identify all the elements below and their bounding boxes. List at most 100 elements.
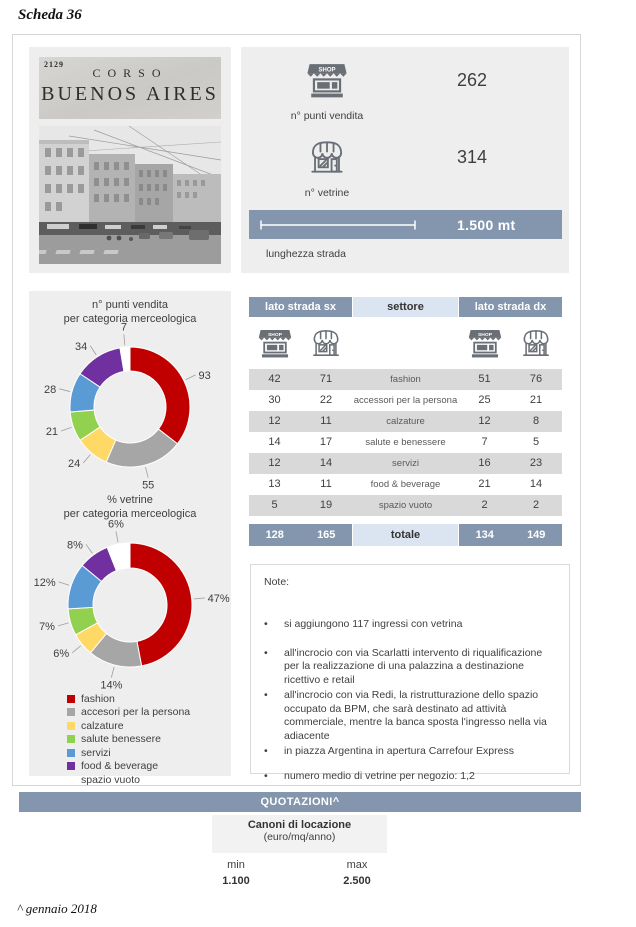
label-leader-line xyxy=(185,374,196,380)
cell: 2 xyxy=(481,499,488,511)
cell: 12 xyxy=(478,415,491,427)
label-leader-line xyxy=(85,544,93,554)
table-row: 30 22 accessori per la persona 25 21 xyxy=(249,390,562,411)
cell: 17 xyxy=(319,436,333,448)
donut-slice-label: 21 xyxy=(46,426,58,438)
cell: 5 xyxy=(532,436,540,448)
cell: 12 xyxy=(268,457,281,469)
legend-label: salute benessere xyxy=(81,733,161,746)
header-lato-dx: lato strada dx xyxy=(459,297,562,317)
header-settore: settore xyxy=(352,297,459,317)
donut-slice-label: 14% xyxy=(100,680,122,692)
shop-icon xyxy=(305,62,349,99)
label-leader-line xyxy=(123,333,126,345)
note-item: • numero medio di vetrine per negozio: 1… xyxy=(264,769,475,782)
shop-icon xyxy=(467,328,503,359)
note-item: • si aggiungono 117 ingressi con vetrina xyxy=(264,618,463,630)
page-title: Scheda 36 xyxy=(18,7,82,23)
cell: 76 xyxy=(529,373,543,385)
label-leader-line xyxy=(71,645,81,654)
legend-swatch xyxy=(67,694,75,703)
cell: 11 xyxy=(320,415,332,427)
legend-swatch xyxy=(67,762,75,771)
donut-slice-label: 55 xyxy=(142,479,154,491)
donut-slice-label: 6% xyxy=(108,519,124,531)
table-icons-row xyxy=(249,317,562,369)
table-row: 5 19 spazio vuoto 2 2 xyxy=(249,495,562,516)
note-item: • all'incrocio con via Redi, la ristrutt… xyxy=(264,689,547,742)
shop-icon xyxy=(257,328,293,359)
bullet-icon: • xyxy=(264,646,268,659)
note-item: • in piazza Argentina in apertura Carref… xyxy=(264,745,514,757)
legend-swatch xyxy=(67,775,75,784)
canoni-title: Canoni di locazione xyxy=(247,819,352,831)
street-sign-photo: 2129 CORSO BUENOS AIRES xyxy=(39,57,221,119)
total-dx: 134 149 xyxy=(459,524,562,546)
cell: 23 xyxy=(529,457,543,469)
bullet-icon: • xyxy=(264,769,268,782)
legend-item: spazio vuoto xyxy=(67,773,231,787)
cell: 12 xyxy=(268,415,281,427)
chart-title-vetrine: % vetrine per categoria merceologica xyxy=(63,493,197,520)
table-row: 12 11 calzature 12 8 xyxy=(249,411,562,432)
max-label: max xyxy=(346,859,368,871)
charts-panel: n° punti vendita per categoria merceolog… xyxy=(29,291,231,786)
label-leader-line xyxy=(60,426,72,432)
legend-label: fashion xyxy=(81,692,115,705)
note-item: • all'incrocio con via Scarlatti interve… xyxy=(264,646,543,686)
donut-slice-label: 7 xyxy=(121,321,127,333)
chart-legend: fashion accesori per la persona calzature s… xyxy=(67,692,231,787)
label-leader-line xyxy=(110,667,115,678)
vetrine-icon xyxy=(518,328,554,359)
cell: 21 xyxy=(529,394,543,406)
legend-item: food & beverage xyxy=(67,760,231,774)
cell: 25 xyxy=(478,394,491,406)
canoni-subtitle: (euro/mq/anno) xyxy=(263,831,336,843)
label-leader-line xyxy=(145,466,149,478)
legend-label: spazio vuoto xyxy=(81,773,140,786)
label-leader-line xyxy=(115,531,119,543)
vetrine-label: n° vetrine xyxy=(304,187,350,199)
photo-panel: 2129 CORSO BUENOS AIRES xyxy=(29,47,231,273)
table-header-row: lato strada sx settore lato strada dx xyxy=(249,297,562,317)
street-length-value: 1.500 mt xyxy=(457,216,516,233)
footnote: ^ gennaio 2018 xyxy=(17,901,97,916)
cell-settore: fashion xyxy=(390,374,421,385)
donut-chart-vetrine: 47% 14% 6% 7% 12% 8% 6% xyxy=(34,519,230,692)
total-sx-vetrine: 165 xyxy=(317,529,336,541)
label-leader-line xyxy=(89,345,97,355)
donut-slice-label: 12% xyxy=(34,577,56,589)
donut-chart-punti-vendita: 93 55 24 21 28 34 7 xyxy=(44,321,211,491)
total-dx-shop: 134 xyxy=(475,529,494,541)
legend-swatch xyxy=(67,708,75,717)
table-total-row: 128 165 totale 134 149 xyxy=(249,524,562,546)
vetrine-icon xyxy=(308,328,344,359)
cell: 71 xyxy=(319,373,333,385)
legend-item: servizi xyxy=(67,746,231,760)
cell: 21 xyxy=(478,478,491,490)
label-leader-line xyxy=(59,388,71,392)
cell-settore: calzature xyxy=(386,416,425,427)
label-leader-line xyxy=(58,581,70,586)
legend-item: fashion xyxy=(67,692,231,706)
table-row: 42 71 fashion 51 76 xyxy=(249,369,562,390)
legend-label: food & beverage xyxy=(81,760,159,773)
cell-settore: accessori per la persona xyxy=(353,395,458,406)
min-value: 1.100 xyxy=(222,875,250,887)
cell: 13 xyxy=(268,478,281,490)
cell: 16 xyxy=(478,457,491,469)
cell-settore: food & beverage xyxy=(370,479,441,490)
legend-item: calzature xyxy=(67,719,231,733)
header-lato-sx: lato strada sx xyxy=(249,297,352,317)
stats-panel: 262 n° punti vendita 314 n° vetrine 1.50… xyxy=(241,47,569,273)
settori-table: lato strada sx settore lato strada dx 42… xyxy=(249,297,562,546)
cell-settore: spazio vuoto xyxy=(378,500,433,511)
notes-box: Note: • si aggiungono 117 ingressi con v… xyxy=(250,564,570,782)
street-length-label: lunghezza strada xyxy=(266,248,346,260)
donut-slice-label: 47% xyxy=(208,593,230,605)
donut-slice-label: 93 xyxy=(199,369,211,381)
street-photo xyxy=(39,126,221,264)
cell-settore: salute e benessere xyxy=(365,437,446,448)
bullet-icon: • xyxy=(264,745,268,757)
donut-slice-spazio-vuoto xyxy=(106,542,131,572)
